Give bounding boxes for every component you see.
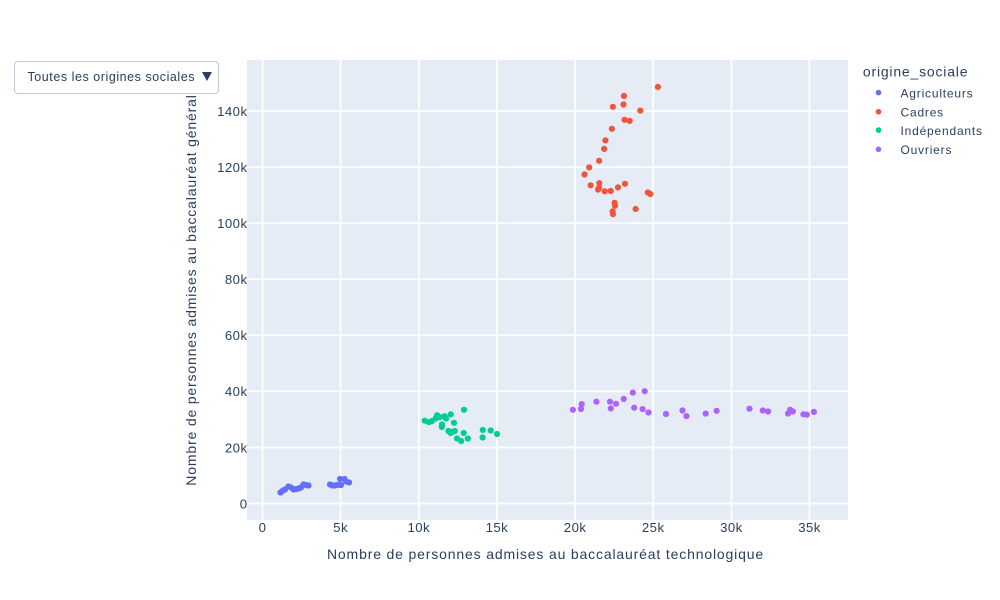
svg-text:100k: 100k: [217, 216, 247, 231]
svg-text:60k: 60k: [225, 328, 248, 343]
svg-text:origine_sociale: origine_sociale: [863, 64, 968, 80]
svg-text:20k: 20k: [564, 520, 587, 535]
svg-text:Nombre de personnes admises au: Nombre de personnes admises au baccalaur…: [183, 94, 199, 486]
svg-text:120k: 120k: [217, 160, 247, 175]
svg-text:30k: 30k: [720, 520, 743, 535]
svg-text:80k: 80k: [225, 272, 248, 287]
svg-text:140k: 140k: [217, 104, 247, 119]
svg-text:20k: 20k: [225, 440, 248, 455]
svg-text:0: 0: [259, 520, 267, 535]
svg-text:10k: 10k: [407, 520, 430, 535]
svg-text:40k: 40k: [225, 384, 248, 399]
svg-text:Indépendants: Indépendants: [901, 124, 983, 138]
svg-text:5k: 5k: [333, 520, 348, 535]
svg-text:35k: 35k: [798, 520, 821, 535]
svg-text:15k: 15k: [486, 520, 509, 535]
svg-text:Ouvriers: Ouvriers: [901, 143, 953, 157]
svg-text:Agriculteurs: Agriculteurs: [901, 86, 974, 100]
svg-text:Nombre de personnes admises au: Nombre de personnes admises au baccalaur…: [327, 546, 764, 562]
svg-text:25k: 25k: [642, 520, 665, 535]
svg-text:0: 0: [240, 496, 248, 511]
svg-text:Cadres: Cadres: [901, 106, 944, 120]
